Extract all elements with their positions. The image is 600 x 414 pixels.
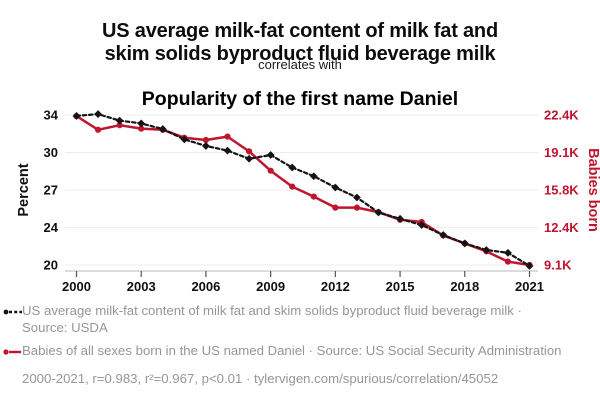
svg-text:Babies born: Babies born — [585, 148, 600, 232]
x-axis: 2000 2003 2006 2009 2012 2015 2018 2021 — [62, 270, 544, 294]
svg-text:12.4K: 12.4K — [544, 220, 579, 235]
gridlines — [65, 114, 538, 266]
chart-title-line-2: skim solids byproduct fluid beverage mil… — [104, 43, 496, 66]
svg-text:19.1K: 19.1K — [544, 145, 579, 160]
solid-red-series-icon — [3, 349, 21, 355]
svg-text:2012: 2012 — [321, 279, 350, 294]
svg-text:20: 20 — [44, 258, 58, 273]
svg-text:27: 27 — [44, 183, 58, 198]
chart-legend: US average milk-fat content of milk fat … — [3, 303, 589, 387]
legend-label-milk-fat: US average milk-fat content of milk fat … — [22, 303, 522, 335]
svg-text:15.8K: 15.8K — [544, 183, 579, 198]
legend-item-daniel: Babies of all sexes born in the US named… — [3, 343, 589, 360]
legend-label-daniel: Babies of all sexes born in the US named… — [22, 343, 562, 358]
series-milk-fat — [72, 110, 534, 270]
svg-text:2006: 2006 — [191, 279, 220, 294]
correlated-variable-title: Popularity of the first name Daniel — [141, 88, 459, 111]
svg-text:2021: 2021 — [515, 279, 544, 294]
correlates-with-text: correlates with — [258, 57, 342, 72]
svg-text:2018: 2018 — [450, 279, 479, 294]
chart-title: US average milk-fat content of milk fat … — [0, 20, 600, 66]
svg-text:2009: 2009 — [256, 279, 285, 294]
chart-title-line-1: US average milk-fat content of milk fat … — [102, 20, 498, 43]
svg-text:24: 24 — [44, 220, 59, 235]
svg-text:2000: 2000 — [62, 279, 91, 294]
stats-and-source-citation: 2000-2021, r=0.983, r²=0.967, p<0.01 · t… — [22, 370, 499, 386]
left-axis: 34 30 27 24 20 Percent — [16, 108, 59, 273]
svg-text:2015: 2015 — [386, 279, 415, 294]
dashed-black-series-icon — [3, 309, 22, 315]
legend-item-milk-fat: US average milk-fat content of milk fat … — [3, 303, 589, 336]
right-axis: 22.4K 19.1K 15.8K 12.4K 9.1K Babies born — [544, 108, 600, 273]
svg-text:2003: 2003 — [127, 279, 156, 294]
svg-text:22.4K: 22.4K — [544, 108, 579, 123]
svg-text:30: 30 — [44, 145, 58, 160]
chart-plot-area: 2000 2003 2006 2009 2012 2015 2018 2021 34 30 27 24… — [16, 108, 600, 295]
svg-text:9.1K: 9.1K — [544, 258, 572, 273]
svg-text:34: 34 — [44, 108, 59, 123]
svg-text:Percent: Percent — [16, 163, 32, 216]
